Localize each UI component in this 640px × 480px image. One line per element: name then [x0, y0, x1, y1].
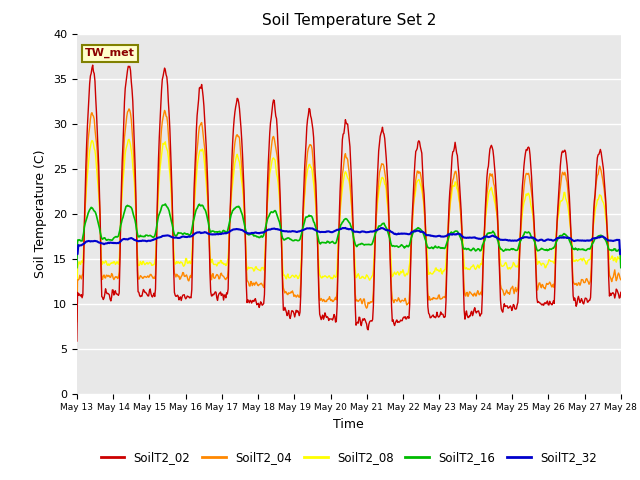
SoilT2_02: [140, 287, 147, 292]
SoilT2_16: [83, 216, 90, 222]
Title: Soil Temperature Set 2: Soil Temperature Set 2: [262, 13, 436, 28]
SoilT2_16: [195, 202, 202, 208]
SoilT2_02: [89, 62, 97, 68]
SoilT2_08: [125, 136, 133, 142]
SoilT2_02: [73, 338, 81, 344]
SoilT2_32: [416, 228, 424, 234]
SoilT2_02: [83, 142, 90, 147]
SoilT2_08: [223, 259, 231, 265]
SoilT2_04: [617, 277, 625, 283]
SoilT2_02: [416, 139, 424, 145]
SoilT2_16: [617, 264, 625, 270]
SoilT2_04: [195, 130, 202, 136]
SoilT2_16: [431, 243, 439, 249]
SoilT2_04: [223, 275, 231, 281]
SoilT2_02: [195, 97, 202, 103]
Line: SoilT2_02: SoilT2_02: [77, 65, 621, 341]
SoilT2_16: [139, 233, 147, 239]
SoilT2_32: [342, 225, 349, 231]
Line: SoilT2_32: SoilT2_32: [77, 228, 621, 254]
SoilT2_02: [617, 289, 625, 295]
SoilT2_32: [431, 234, 439, 240]
X-axis label: Time: Time: [333, 418, 364, 431]
SoilT2_16: [223, 228, 231, 234]
SoilT2_04: [431, 296, 439, 301]
SoilT2_32: [223, 230, 230, 236]
SoilT2_08: [73, 300, 81, 306]
Legend: SoilT2_02, SoilT2_04, SoilT2_08, SoilT2_16, SoilT2_32: SoilT2_02, SoilT2_04, SoilT2_08, SoilT2_…: [96, 446, 602, 469]
SoilT2_02: [431, 315, 439, 321]
SoilT2_08: [416, 178, 424, 184]
Line: SoilT2_04: SoilT2_04: [77, 109, 621, 322]
SoilT2_08: [83, 183, 90, 189]
SoilT2_16: [73, 264, 81, 270]
SoilT2_16: [161, 201, 169, 207]
SoilT2_04: [140, 275, 147, 281]
SoilT2_04: [125, 106, 133, 112]
SoilT2_08: [140, 258, 147, 264]
SoilT2_32: [83, 239, 90, 244]
SoilT2_08: [617, 258, 625, 264]
Line: SoilT2_08: SoilT2_08: [77, 139, 621, 303]
SoilT2_02: [223, 291, 231, 297]
Line: SoilT2_16: SoilT2_16: [77, 204, 621, 267]
SoilT2_08: [195, 153, 202, 159]
SoilT2_04: [73, 319, 81, 324]
SoilT2_08: [431, 265, 439, 271]
SoilT2_04: [416, 169, 424, 175]
Text: TW_met: TW_met: [85, 48, 135, 58]
Y-axis label: Soil Temperature (C): Soil Temperature (C): [35, 149, 47, 278]
SoilT2_04: [83, 166, 90, 171]
SoilT2_32: [617, 251, 625, 257]
SoilT2_32: [194, 229, 202, 235]
SoilT2_32: [73, 251, 81, 257]
SoilT2_16: [416, 226, 424, 232]
SoilT2_32: [139, 238, 147, 243]
